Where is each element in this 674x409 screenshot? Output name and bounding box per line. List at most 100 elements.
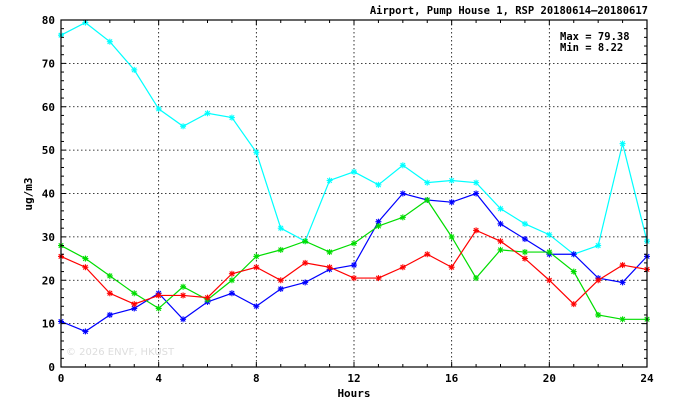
data-point	[521, 255, 528, 262]
data-point	[277, 225, 284, 232]
data-point	[351, 275, 357, 282]
data-point	[399, 162, 406, 169]
ticks	[60, 19, 648, 368]
data-point	[448, 264, 455, 271]
data-point	[253, 303, 260, 310]
x-tick-label: 0	[58, 372, 65, 385]
data-point	[546, 277, 553, 284]
data-point	[619, 316, 626, 323]
data-point	[277, 277, 284, 284]
data-point	[497, 220, 504, 227]
data-point	[619, 279, 626, 286]
data-point	[326, 177, 333, 184]
data-point	[399, 214, 406, 221]
data-point	[448, 177, 455, 184]
data-point	[375, 181, 382, 188]
y-axis-title: ug/m3	[22, 177, 35, 210]
data-point	[570, 301, 577, 308]
data-point	[424, 197, 431, 204]
data-point	[570, 251, 577, 258]
x-tick-label: 16	[445, 372, 459, 385]
data-point	[277, 246, 284, 253]
data-point	[326, 249, 333, 256]
data-point	[473, 227, 480, 234]
data-point	[375, 223, 382, 230]
series-3	[58, 197, 650, 323]
data-point	[253, 264, 260, 271]
grid	[61, 20, 647, 367]
data-point	[473, 190, 480, 197]
data-point	[473, 275, 480, 282]
data-point	[82, 264, 89, 271]
data-point	[497, 246, 504, 253]
data-point	[106, 311, 113, 318]
data-point	[204, 110, 211, 117]
data-point	[399, 264, 406, 271]
max-label: Max = 79.38	[560, 31, 630, 43]
y-tick-label: 50	[42, 144, 55, 157]
x-tick-label: 12	[347, 372, 360, 385]
data-point	[448, 233, 455, 240]
data-point	[253, 149, 260, 156]
x-tick-label: 24	[640, 372, 654, 385]
data-point	[155, 105, 162, 112]
y-tick-label: 80	[42, 14, 55, 27]
y-tick-label: 0	[48, 361, 55, 374]
y-tick-label: 40	[42, 188, 55, 201]
data-point	[228, 114, 235, 121]
data-point	[448, 199, 455, 206]
data-point	[180, 316, 187, 323]
data-point	[546, 231, 553, 238]
data-point	[228, 270, 235, 277]
data-point	[180, 283, 187, 290]
data-point	[106, 290, 113, 297]
data-point	[131, 290, 138, 297]
data-point	[82, 328, 89, 335]
data-point	[497, 205, 504, 212]
data-point	[180, 292, 187, 299]
data-point	[424, 179, 431, 186]
series-1	[58, 19, 650, 258]
data-point	[131, 301, 138, 308]
data-point	[253, 253, 260, 260]
data-point	[302, 279, 309, 286]
data-point	[351, 168, 357, 175]
data-point	[521, 236, 528, 243]
y-tick-label: 10	[42, 318, 55, 331]
data-point	[155, 292, 162, 299]
data-point	[302, 238, 309, 245]
data-point	[595, 242, 602, 249]
data-point	[82, 255, 89, 262]
tick-labels: 0 4 8 12 16 20 24 0 10 20 30 40 50 60 70 80	[42, 14, 654, 385]
data-point	[473, 179, 480, 186]
data-point	[595, 277, 602, 284]
min-label: Min = 8.22	[560, 42, 623, 54]
data-point	[375, 275, 382, 282]
y-tick-label: 20	[42, 274, 55, 287]
watermark: © 2026 ENVF, HKUST	[66, 347, 175, 358]
data-point	[570, 268, 577, 275]
data-point	[521, 249, 528, 256]
series-4	[58, 227, 650, 308]
data-point	[424, 251, 431, 258]
data-point	[326, 264, 333, 271]
data-point	[351, 262, 357, 269]
y-tick-label: 30	[42, 231, 55, 244]
y-tick-label: 60	[42, 101, 55, 114]
data-point	[351, 240, 357, 247]
data-point	[106, 38, 113, 45]
data-point	[399, 190, 406, 197]
data-point	[277, 285, 284, 292]
y-tick-label: 70	[42, 57, 55, 70]
data-point	[131, 66, 138, 73]
x-tick-label: 4	[155, 372, 162, 385]
chart-title: Airport, Pump House 1, RSP 20180614–2018…	[370, 5, 648, 17]
data-point	[619, 262, 626, 269]
x-tick-label: 20	[543, 372, 556, 385]
x-axis-title: Hours	[337, 387, 370, 400]
data-point	[228, 277, 235, 284]
series-group	[58, 19, 650, 335]
data-point	[106, 272, 113, 279]
data-point	[595, 311, 602, 318]
